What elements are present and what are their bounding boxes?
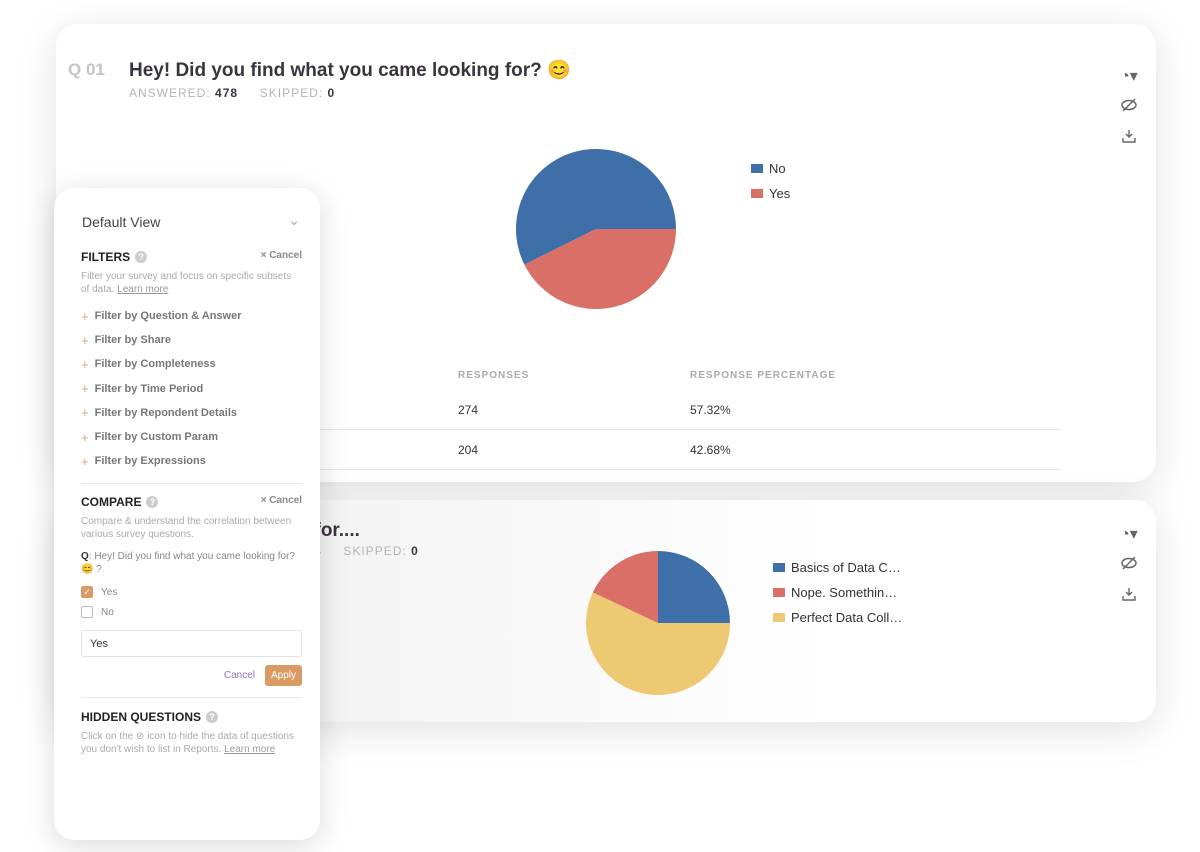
question-stats: 8 SKIPPED: 0 bbox=[314, 544, 419, 558]
cell-responses: 274 bbox=[458, 403, 479, 417]
plus-icon: + bbox=[81, 453, 89, 469]
cell-percentage: 42.68% bbox=[690, 443, 731, 457]
compare-description: Compare & understand the correlation bet… bbox=[81, 516, 292, 540]
chevron-down-icon[interactable]: ⌄ bbox=[288, 212, 300, 228]
help-icon[interactable]: ? bbox=[135, 251, 148, 263]
legend-label: No bbox=[769, 161, 786, 176]
filter-expressions[interactable]: + Filter by Expressions bbox=[81, 453, 206, 469]
hidden-questions-section: HIDDEN QUESTIONS? Click on the ⊘ icon to… bbox=[81, 710, 302, 756]
plus-icon: + bbox=[81, 308, 89, 324]
legend-item[interactable]: Perfect Data Coll… bbox=[773, 605, 902, 630]
compare-section: COMPARE? × Cancel Compare & understand t… bbox=[81, 495, 302, 686]
filters-cancel[interactable]: × Cancel bbox=[260, 250, 302, 261]
divider bbox=[81, 697, 302, 698]
legend-item[interactable]: Basics of Data C… bbox=[773, 555, 902, 580]
learn-more-link[interactable]: Learn more bbox=[117, 284, 169, 295]
check-icon: ✓ bbox=[81, 586, 93, 598]
checkbox-yes[interactable]: ✓ Yes bbox=[81, 582, 302, 602]
divider bbox=[81, 483, 302, 484]
filter-panel: Default View ⌄ FILTERS? × Cancel Filter … bbox=[54, 188, 320, 840]
checkbox-box bbox=[81, 606, 93, 618]
legend-label: Yes bbox=[769, 186, 791, 201]
legend-swatch bbox=[773, 588, 785, 597]
cell-responses: 204 bbox=[458, 443, 479, 457]
cell-percentage: 57.32% bbox=[690, 403, 731, 417]
filters-heading: FILTERS bbox=[81, 250, 131, 264]
legend-swatch bbox=[773, 563, 785, 572]
plus-icon: + bbox=[81, 405, 89, 421]
plus-icon: + bbox=[81, 429, 89, 445]
question-number: Q 01 bbox=[68, 60, 105, 79]
row-divider bbox=[286, 429, 1061, 430]
compare-cancel[interactable]: × Cancel bbox=[260, 495, 302, 506]
eye-off-icon[interactable] bbox=[1120, 556, 1138, 575]
legend-swatch bbox=[751, 189, 763, 198]
card-tools: ◔▾ bbox=[1114, 524, 1144, 606]
col-header-percentage: RESPONSE PERCENTAGE bbox=[690, 370, 837, 381]
filter-completeness[interactable]: + Filter by Completeness bbox=[81, 356, 216, 372]
filter-time-period[interactable]: + Filter by Time Period bbox=[81, 381, 204, 397]
pie-slice-perfect-data-coll[interactable] bbox=[586, 592, 730, 695]
pie-slice-nope-somethin[interactable] bbox=[592, 551, 658, 623]
legend-item[interactable]: No bbox=[751, 156, 790, 181]
learn-more-link[interactable]: Learn more bbox=[224, 744, 276, 755]
legend-label: Nope. Somethin… bbox=[791, 585, 898, 600]
plus-icon: + bbox=[81, 332, 89, 348]
legend-q2: Basics of Data C… Nope. Somethin… Perfec… bbox=[773, 555, 902, 630]
apply-button[interactable]: Apply bbox=[264, 665, 302, 686]
filter-custom-param[interactable]: + Filter by Custom Param bbox=[81, 429, 219, 445]
plus-icon: + bbox=[81, 381, 89, 397]
question-stats: ANSWERED: 478 SKIPPED: 0 bbox=[129, 86, 336, 100]
filter-respondent-details[interactable]: + Filter by Repondent Details bbox=[81, 405, 238, 421]
pie-slice-basics-of-data-c[interactable] bbox=[658, 551, 730, 623]
compare-heading: COMPARE bbox=[81, 495, 142, 509]
pie-chart-icon[interactable]: ◔▾ bbox=[1120, 68, 1138, 85]
compare-question: Q: Hey! Did you find what you came looki… bbox=[81, 551, 295, 575]
hidden-heading: HIDDEN QUESTIONS bbox=[81, 710, 202, 724]
row-divider bbox=[286, 469, 1061, 470]
legend-q1: No Yes bbox=[751, 156, 790, 206]
filter-question-answer[interactable]: + Filter by Question & Answer bbox=[81, 308, 242, 324]
filters-section: FILTERS? × Cancel Filter your survey and… bbox=[81, 250, 302, 473]
pie-slice-yes[interactable] bbox=[524, 228, 676, 309]
download-icon[interactable] bbox=[1122, 587, 1136, 606]
pie-chart-q1 bbox=[516, 149, 676, 309]
legend-swatch bbox=[751, 164, 763, 173]
legend-label: Basics of Data C… bbox=[791, 560, 901, 575]
question-title: Hey! Did you find what you came looking … bbox=[129, 60, 571, 81]
download-icon[interactable] bbox=[1122, 129, 1136, 148]
compare-input[interactable] bbox=[81, 630, 302, 657]
legend-swatch bbox=[773, 613, 785, 622]
filter-share[interactable]: + Filter by Share bbox=[81, 332, 172, 348]
pie-chart-q2 bbox=[586, 551, 730, 695]
legend-item[interactable]: Yes bbox=[751, 181, 790, 206]
pie-slice-no[interactable] bbox=[516, 149, 676, 265]
help-icon[interactable]: ? bbox=[206, 711, 219, 723]
filters-description: Filter your survey and focus on specific… bbox=[81, 271, 292, 295]
pie-chart-icon[interactable]: ◔▾ bbox=[1120, 526, 1138, 543]
legend-label: Perfect Data Coll… bbox=[791, 610, 903, 625]
view-selector[interactable]: Default View bbox=[82, 214, 161, 230]
eye-off-icon[interactable] bbox=[1120, 98, 1138, 117]
card-tools: ◔▾ bbox=[1114, 66, 1144, 148]
checkbox-no[interactable]: No bbox=[81, 602, 302, 622]
hidden-description: Click on the ⊘ icon to hide the data of … bbox=[81, 731, 294, 755]
col-header-responses: RESPONSES bbox=[458, 370, 530, 381]
legend-item[interactable]: Nope. Somethin… bbox=[773, 580, 902, 605]
eye-off-icon: ⊘ bbox=[136, 731, 145, 742]
cancel-button[interactable]: Cancel bbox=[224, 665, 255, 686]
plus-icon: + bbox=[81, 356, 89, 372]
help-icon[interactable]: ? bbox=[146, 496, 159, 508]
